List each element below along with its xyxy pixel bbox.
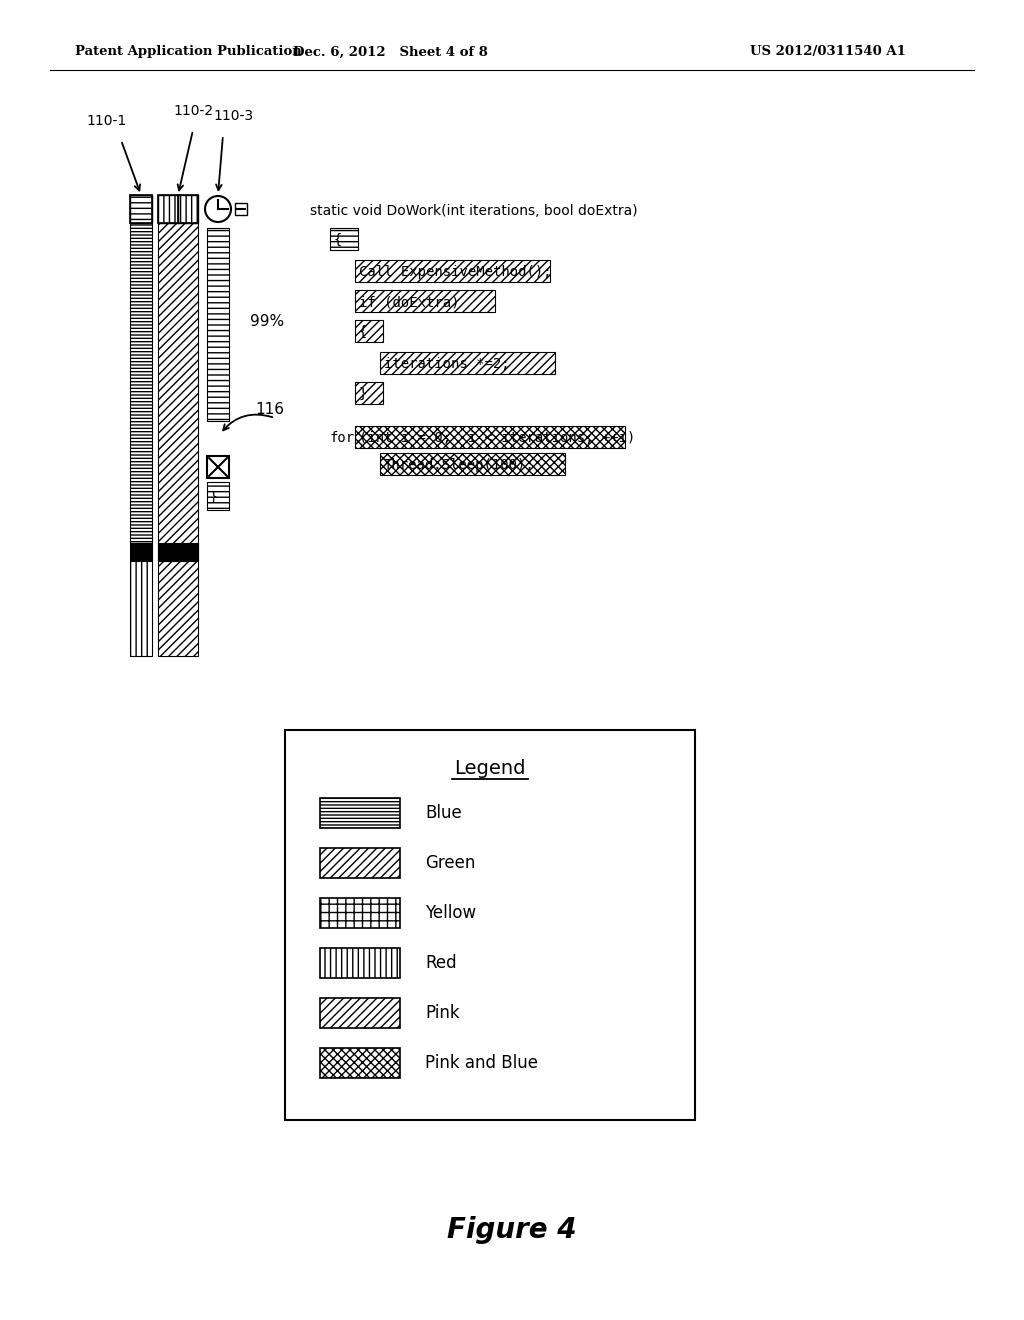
Bar: [234, 203, 247, 215]
Bar: [130, 543, 152, 561]
Bar: [319, 799, 400, 828]
Bar: [380, 352, 555, 374]
Bar: [158, 543, 198, 561]
Bar: [380, 453, 565, 475]
Bar: [330, 228, 358, 249]
Bar: [355, 260, 550, 282]
Bar: [158, 195, 198, 223]
Text: {: {: [334, 234, 342, 247]
Bar: [319, 898, 400, 928]
Text: }: }: [359, 387, 368, 401]
Bar: [178, 195, 198, 223]
Bar: [355, 319, 383, 342]
Text: {: {: [359, 325, 368, 339]
Text: iterations *=2;: iterations *=2;: [384, 356, 510, 371]
Bar: [130, 561, 152, 656]
Bar: [207, 228, 229, 421]
Bar: [158, 223, 198, 656]
Text: Blue: Blue: [425, 804, 462, 822]
Bar: [285, 730, 695, 1119]
Text: US 2012/0311540 A1: US 2012/0311540 A1: [750, 45, 906, 58]
Text: 110-1: 110-1: [86, 114, 126, 128]
Text: Patent Application Publication: Patent Application Publication: [75, 45, 302, 58]
Text: Figure 4: Figure 4: [447, 1216, 577, 1243]
Text: Red: Red: [425, 954, 457, 972]
Text: 99%: 99%: [250, 314, 284, 329]
Bar: [355, 381, 383, 404]
Text: Legend: Legend: [455, 759, 525, 777]
Bar: [319, 1048, 400, 1078]
Bar: [355, 426, 625, 447]
Bar: [207, 455, 229, 478]
Text: Pink and Blue: Pink and Blue: [425, 1053, 538, 1072]
Bar: [130, 195, 152, 223]
Text: 116: 116: [255, 403, 284, 417]
Bar: [319, 998, 400, 1028]
Text: 110-3: 110-3: [213, 110, 253, 123]
Text: if (doExtra): if (doExtra): [359, 294, 460, 309]
Text: Pink: Pink: [425, 1005, 460, 1022]
Bar: [355, 290, 495, 312]
Text: Dec. 6, 2012   Sheet 4 of 8: Dec. 6, 2012 Sheet 4 of 8: [293, 45, 487, 58]
Text: 110-2: 110-2: [173, 104, 213, 117]
Circle shape: [205, 195, 231, 222]
Bar: [319, 847, 400, 878]
Bar: [207, 482, 229, 510]
Bar: [319, 948, 400, 978]
Text: Yellow: Yellow: [425, 904, 476, 921]
Bar: [130, 223, 152, 543]
Bar: [158, 195, 178, 223]
Text: Green: Green: [425, 854, 475, 873]
Bar: [130, 195, 152, 223]
Text: (int i = 0;  i < iterations; ++i): (int i = 0; i < iterations; ++i): [359, 432, 635, 445]
Text: Thread.Sleep(100);: Thread.Sleep(100);: [384, 458, 535, 473]
Text: Call ExpensiveMethod();: Call ExpensiveMethod();: [359, 265, 552, 279]
Text: for: for: [330, 432, 355, 445]
Text: }: }: [210, 491, 217, 503]
Text: static void DoWork(int iterations, bool doExtra): static void DoWork(int iterations, bool …: [310, 205, 638, 218]
